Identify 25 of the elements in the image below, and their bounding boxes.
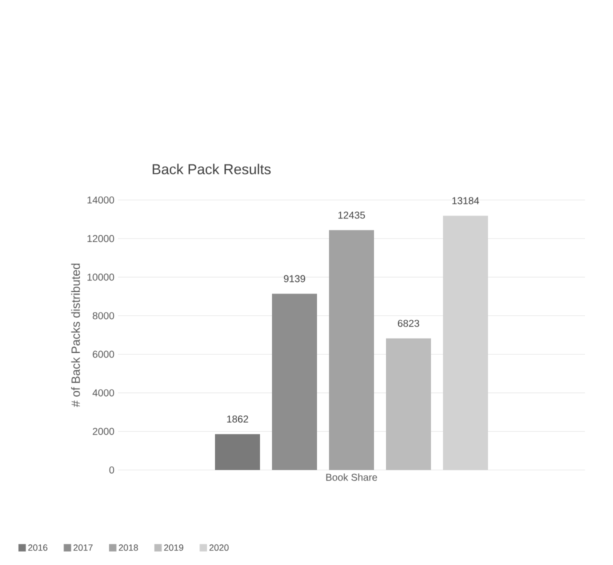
- chart-title: Back Pack Results: [152, 164, 271, 174]
- bar: [386, 338, 432, 470]
- y-axis-title: # of Back Packs distributed: [71, 264, 80, 408]
- y-tick-label: 6000: [92, 350, 114, 358]
- y-tick-label: 10000: [88, 274, 114, 281]
- legend-label: 2016: [28, 544, 48, 551]
- legend-label: 2019: [164, 544, 184, 551]
- x-tick-label: Book Share: [326, 474, 378, 481]
- y-tick-label: 2000: [92, 428, 114, 435]
- data-label: 12435: [338, 212, 365, 219]
- legend-label: 2017: [74, 544, 93, 551]
- bar: [329, 230, 374, 470]
- bar: [215, 434, 260, 470]
- data-label: 1862: [227, 416, 248, 423]
- bar: [272, 294, 317, 470]
- y-tick-label: 14000: [88, 196, 114, 204]
- legend-label: 2018: [118, 544, 138, 551]
- legend-label: 2020: [209, 544, 229, 551]
- data-label: 9139: [284, 275, 306, 282]
- y-tick-label: 12000: [88, 235, 114, 242]
- data-label: 13184: [452, 197, 480, 204]
- y-tick-label: 8000: [92, 312, 114, 320]
- y-tick-label: 4000: [92, 389, 114, 396]
- y-tick-label: 0: [109, 466, 114, 474]
- data-label: 6823: [398, 320, 420, 327]
